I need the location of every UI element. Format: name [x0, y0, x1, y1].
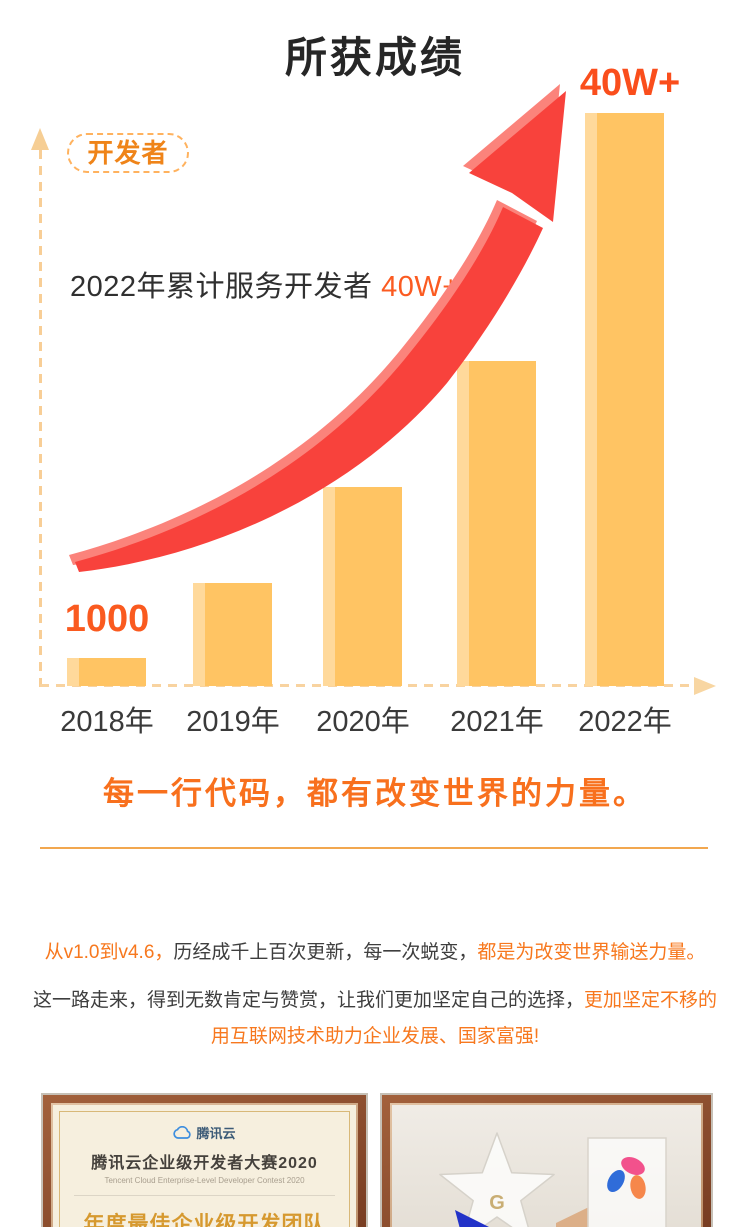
first-bar-value-label: 1000 — [64, 598, 150, 640]
top-value-label: 40W+ — [579, 62, 681, 104]
photo-frame: G — [380, 1093, 713, 1227]
bar-2020 — [323, 487, 402, 686]
glass-award — [587, 1137, 667, 1227]
x-tick-2020: 2020年 — [316, 706, 410, 738]
star-trophy-letter: G — [489, 1192, 505, 1214]
divider-line — [40, 847, 708, 849]
x-axis-arrow-icon — [694, 677, 716, 695]
award-photo-trophies: G — [380, 1093, 713, 1227]
p1-orange-1: 从v1.0到v4.6， — [44, 942, 174, 963]
y-axis-badge: 开发者 — [67, 133, 189, 173]
wood-base — [556, 1207, 589, 1227]
certificate-award-title: 年度最佳企业级开发团队TOP20 — [83, 1213, 326, 1227]
bar-2019 — [193, 583, 272, 686]
award-photo-certificate: 腾讯云 腾讯云企业级开发者大赛2020 Tencent Cloud Enterp… — [41, 1093, 368, 1227]
brand-name: 腾讯云 — [196, 1126, 236, 1141]
bar-2022 — [585, 113, 664, 686]
bar-2018 — [67, 658, 146, 686]
paragraph-1: 从v1.0到v4.6，历经成千上百次更新，每一次蜕变，都是为改变世界输送力量。 — [25, 939, 725, 967]
photo-frame: 腾讯云 腾讯云企业级开发者大赛2020 Tencent Cloud Enterp… — [41, 1093, 368, 1227]
p2-orange: 更加坚定不移的 — [584, 990, 718, 1011]
chart-annotation: 2022年累计服务开发者 40W+ — [70, 263, 460, 305]
cloud-icon — [173, 1125, 192, 1139]
p2-dark: 这一路走来，得到无数肯定与赞赏，让我们更加坚定自己的选择， — [32, 990, 584, 1011]
star-trophy — [439, 1132, 555, 1227]
slogan: 每一行代码，都有改变世界的力量。 — [103, 776, 647, 811]
x-tick-2018: 2018年 — [60, 706, 154, 738]
tencent-cloud-logo: 腾讯云 — [53, 1123, 356, 1142]
certificate-divider — [74, 1195, 335, 1196]
x-tick-2019: 2019年 — [186, 706, 280, 738]
star-trophy-base — [455, 1210, 489, 1227]
x-tick-2022: 2022年 — [578, 706, 672, 738]
p3-orange: 用互联网技术助力企业发展、国家富强! — [210, 1026, 540, 1047]
paragraph-2: 这一路走来，得到无数肯定与赞赏，让我们更加坚定自己的选择，更加坚定不移的用互联网… — [25, 983, 725, 1055]
p1-dark: 历经成千上百次更新，每一次蜕变， — [173, 942, 478, 963]
certificate-subtitle: Tencent Cloud Enterprise-Level Developer… — [104, 1176, 305, 1185]
page-title: 所获成绩 — [284, 34, 465, 81]
bar-2021 — [457, 361, 536, 686]
annotation-value: 40W+ — [381, 271, 460, 303]
award-logo-petals — [607, 1157, 646, 1199]
y-axis-arrow-icon — [31, 128, 49, 150]
trophies-illustration: G — [439, 1132, 667, 1227]
p1-orange-2: 都是为改变世界输送力量。 — [477, 942, 706, 963]
x-tick-2021: 2021年 — [450, 706, 544, 738]
annotation-prefix: 2022年累计服务开发者 — [70, 271, 382, 303]
certificate-title: 腾讯云企业级开发者大赛2020 — [91, 1155, 318, 1172]
y-axis — [39, 150, 42, 687]
